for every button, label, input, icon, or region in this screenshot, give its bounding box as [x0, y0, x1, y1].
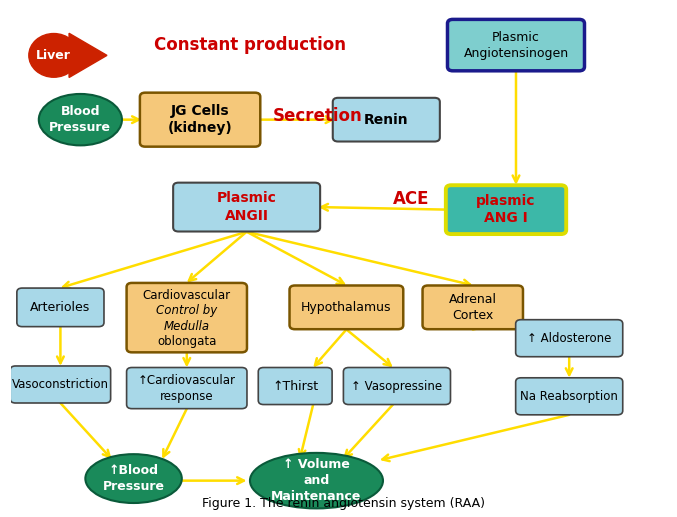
FancyBboxPatch shape [447, 19, 584, 71]
Polygon shape [69, 33, 107, 78]
Text: ↑ Aldosterone: ↑ Aldosterone [527, 332, 611, 345]
FancyBboxPatch shape [290, 285, 403, 329]
FancyBboxPatch shape [127, 283, 247, 353]
FancyBboxPatch shape [259, 368, 332, 404]
Text: Blood
Pressure: Blood Pressure [49, 105, 112, 134]
Text: Arterioles: Arterioles [30, 301, 91, 314]
Text: Vasoconstriction: Vasoconstriction [12, 378, 109, 391]
Text: ↑Blood
Pressure: ↑Blood Pressure [103, 464, 165, 493]
FancyBboxPatch shape [446, 185, 566, 234]
Text: Na Reabsorption: Na Reabsorption [520, 390, 618, 403]
FancyBboxPatch shape [333, 98, 440, 142]
Text: ↑Cardiovascular
response: ↑Cardiovascular response [138, 374, 236, 403]
Ellipse shape [85, 454, 182, 503]
FancyBboxPatch shape [516, 320, 623, 357]
Ellipse shape [39, 94, 122, 145]
Text: Cardiovascular: Cardiovascular [143, 289, 231, 302]
FancyBboxPatch shape [127, 368, 247, 408]
Text: JG Cells
(kidney): JG Cells (kidney) [168, 104, 232, 135]
Text: Adrenal
Cortex: Adrenal Cortex [449, 293, 497, 322]
Text: Hypothalamus: Hypothalamus [301, 301, 392, 314]
Text: ↑Thirst: ↑Thirst [272, 379, 318, 392]
Text: Control by: Control by [156, 304, 217, 317]
Text: ↑ Volume
and
Maintenance: ↑ Volume and Maintenance [271, 458, 362, 503]
FancyBboxPatch shape [10, 366, 110, 403]
Text: Renin: Renin [364, 113, 409, 127]
FancyBboxPatch shape [17, 288, 104, 327]
Text: Liver: Liver [37, 49, 71, 62]
Text: plasmic
ANG I: plasmic ANG I [476, 194, 536, 225]
Text: ACE: ACE [393, 190, 429, 208]
FancyBboxPatch shape [173, 183, 320, 232]
FancyBboxPatch shape [516, 378, 623, 415]
Ellipse shape [29, 34, 79, 77]
Text: Plasmic
ANGII: Plasmic ANGII [217, 191, 277, 223]
FancyBboxPatch shape [140, 93, 260, 147]
Text: Plasmic
Angiotensinogen: Plasmic Angiotensinogen [464, 31, 569, 59]
Text: Secretion: Secretion [274, 107, 363, 125]
Text: Figure 1. The renin angiotensin system (RAA): Figure 1. The renin angiotensin system (… [202, 497, 485, 510]
Ellipse shape [250, 453, 383, 508]
Text: Medulla: Medulla [164, 320, 210, 332]
FancyBboxPatch shape [422, 285, 523, 329]
FancyBboxPatch shape [343, 368, 450, 404]
Text: oblongata: oblongata [157, 335, 217, 348]
Text: Constant production: Constant production [154, 36, 345, 54]
Text: ↑ Vasopressine: ↑ Vasopressine [351, 379, 443, 392]
